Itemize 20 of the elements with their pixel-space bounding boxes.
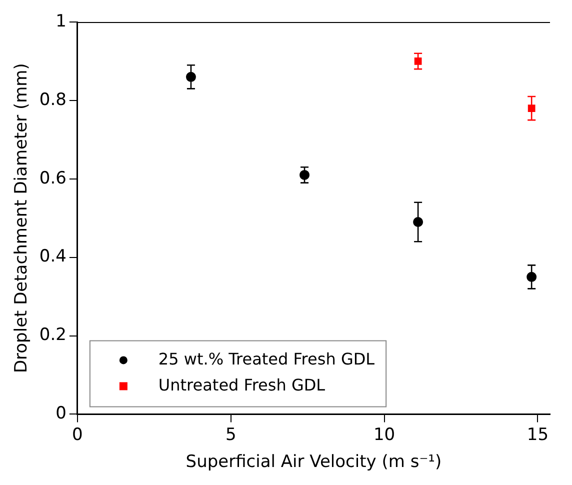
y-tick-label: 0.6 [39, 168, 66, 188]
x-tick-label: 5 [225, 424, 236, 445]
point [413, 217, 424, 228]
x-axis-title: Superficial Air Velocity (m s⁻¹) [186, 452, 442, 472]
legend-label: 25 wt.% Treated Fresh GDL [158, 349, 375, 368]
y-tick-label: 1 [56, 11, 66, 32]
y-tick-label: 0 [56, 404, 66, 424]
point [186, 72, 196, 82]
x-tick-label: 15 [526, 424, 549, 445]
y-tick-label: 0.2 [39, 325, 66, 346]
point [526, 272, 537, 282]
point [300, 170, 310, 180]
y-tick-label: 0.8 [39, 90, 66, 110]
point [528, 104, 536, 112]
x-tick-label: 10 [373, 424, 396, 445]
point [414, 58, 422, 65]
y-axis-title: Droplet Detachment Diameter (mm) [12, 63, 32, 374]
x-tick-label: 0 [72, 424, 83, 445]
y-tick-label: 0.4 [39, 246, 66, 267]
legend-label: Untreated Fresh GDL [158, 375, 326, 394]
